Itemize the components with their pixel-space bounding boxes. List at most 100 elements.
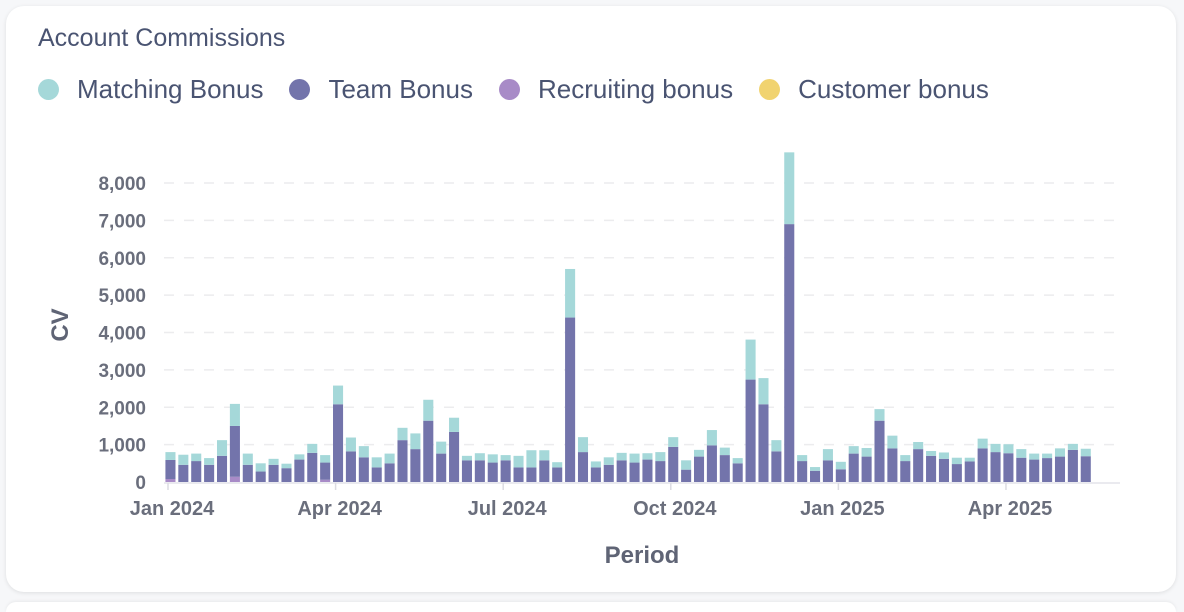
bar-matching-bonus[interactable] xyxy=(178,454,189,465)
bar-team-bonus[interactable] xyxy=(281,468,292,482)
legend-item-matching-bonus[interactable]: Matching Bonus xyxy=(38,74,263,105)
bar-team-bonus[interactable] xyxy=(681,469,692,482)
bar-matching-bonus[interactable] xyxy=(926,450,937,456)
bar-matching-bonus[interactable] xyxy=(810,467,821,471)
bar-matching-bonus[interactable] xyxy=(1003,444,1014,454)
bar-team-bonus[interactable] xyxy=(706,445,717,482)
bar-matching-bonus[interactable] xyxy=(977,438,988,449)
bar-matching-bonus[interactable] xyxy=(165,452,176,460)
bar-team-bonus[interactable] xyxy=(1003,453,1014,482)
bar-matching-bonus[interactable] xyxy=(913,442,924,450)
bar-team-bonus[interactable] xyxy=(835,469,846,482)
bar-team-bonus[interactable] xyxy=(320,462,331,480)
bar-matching-bonus[interactable] xyxy=(526,450,537,468)
bar-team-bonus[interactable] xyxy=(268,464,279,482)
bar-team-bonus[interactable] xyxy=(732,463,743,482)
bar-matching-bonus[interactable] xyxy=(771,440,782,452)
bar-team-bonus[interactable] xyxy=(693,456,705,482)
bar-matching-bonus[interactable] xyxy=(1042,453,1053,459)
bar-matching-bonus[interactable] xyxy=(1067,443,1078,450)
bar-matching-bonus[interactable] xyxy=(848,446,859,454)
bar-matching-bonus[interactable] xyxy=(603,457,614,465)
bar-matching-bonus[interactable] xyxy=(784,152,795,225)
bar-team-bonus[interactable] xyxy=(913,449,924,482)
bar-matching-bonus[interactable] xyxy=(229,403,240,426)
bar-team-bonus[interactable] xyxy=(616,460,627,482)
bar-team-bonus[interactable] xyxy=(655,461,666,482)
bar-team-bonus[interactable] xyxy=(539,460,550,482)
bar-team-bonus[interactable] xyxy=(513,467,524,482)
bar-team-bonus[interactable] xyxy=(333,404,344,482)
bar-team-bonus[interactable] xyxy=(552,467,563,482)
legend-item-recruiting-bonus[interactable]: Recruiting bonus xyxy=(498,74,733,105)
bar-matching-bonus[interactable] xyxy=(900,455,911,462)
bar-team-bonus[interactable] xyxy=(204,464,215,482)
bar-matching-bonus[interactable] xyxy=(281,463,292,469)
bar-team-bonus[interactable] xyxy=(371,467,382,482)
bar-team-bonus[interactable] xyxy=(191,461,202,482)
bar-recruiting-bonus[interactable] xyxy=(229,476,240,482)
bar-matching-bonus[interactable] xyxy=(951,457,962,465)
bar-team-bonus[interactable] xyxy=(1067,449,1078,482)
bar-recruiting-bonus[interactable] xyxy=(165,479,176,482)
bar-matching-bonus[interactable] xyxy=(964,457,975,462)
bar-matching-bonus[interactable] xyxy=(423,399,434,421)
bar-matching-bonus[interactable] xyxy=(436,441,447,454)
bar-matching-bonus[interactable] xyxy=(835,461,846,470)
bar-matching-bonus[interactable] xyxy=(500,455,511,461)
bar-team-bonus[interactable] xyxy=(500,460,511,482)
bar-matching-bonus[interactable] xyxy=(371,457,382,468)
bar-matching-bonus[interactable] xyxy=(268,458,279,465)
legend-item-team-bonus[interactable]: Team Bonus xyxy=(289,74,473,105)
bar-matching-bonus[interactable] xyxy=(861,447,872,457)
bar-matching-bonus[interactable] xyxy=(681,460,692,470)
bar-team-bonus[interactable] xyxy=(255,471,266,482)
bar-team-bonus[interactable] xyxy=(1054,456,1066,482)
bar-team-bonus[interactable] xyxy=(926,455,937,482)
bar-team-bonus[interactable] xyxy=(242,464,253,482)
bar-matching-bonus[interactable] xyxy=(655,452,666,462)
bar-team-bonus[interactable] xyxy=(307,452,318,482)
bar-matching-bonus[interactable] xyxy=(887,435,898,449)
bar-matching-bonus[interactable] xyxy=(320,455,331,463)
bar-matching-bonus[interactable] xyxy=(577,437,589,453)
bar-team-bonus[interactable] xyxy=(526,467,537,482)
bar-team-bonus[interactable] xyxy=(1080,456,1091,482)
bar-team-bonus[interactable] xyxy=(410,449,421,482)
bar-team-bonus[interactable] xyxy=(423,420,434,482)
bar-team-bonus[interactable] xyxy=(951,464,962,482)
bar-team-bonus[interactable] xyxy=(603,464,614,482)
bar-team-bonus[interactable] xyxy=(1042,458,1053,482)
bar-matching-bonus[interactable] xyxy=(449,417,460,432)
bar-team-bonus[interactable] xyxy=(990,452,1001,482)
bar-matching-bonus[interactable] xyxy=(216,440,228,456)
bar-team-bonus[interactable] xyxy=(771,451,782,482)
bar-matching-bonus[interactable] xyxy=(732,458,743,464)
bar-team-bonus[interactable] xyxy=(848,453,859,482)
bar-team-bonus[interactable] xyxy=(822,460,833,482)
bar-team-bonus[interactable] xyxy=(345,451,356,482)
bar-matching-bonus[interactable] xyxy=(294,454,305,460)
bar-matching-bonus[interactable] xyxy=(358,446,369,458)
bar-team-bonus[interactable] xyxy=(810,470,821,482)
bar-matching-bonus[interactable] xyxy=(590,461,601,468)
bar-team-bonus[interactable] xyxy=(178,464,189,482)
bar-matching-bonus[interactable] xyxy=(616,452,627,461)
bar-team-bonus[interactable] xyxy=(745,379,756,482)
bar-team-bonus[interactable] xyxy=(668,446,679,482)
bar-team-bonus[interactable] xyxy=(565,317,576,482)
bar-team-bonus[interactable] xyxy=(229,425,240,477)
bar-team-bonus[interactable] xyxy=(474,460,485,482)
bar-matching-bonus[interactable] xyxy=(693,449,705,457)
bar-matching-bonus[interactable] xyxy=(745,339,756,380)
bar-team-bonus[interactable] xyxy=(861,456,872,482)
bar-matching-bonus[interactable] xyxy=(642,453,653,460)
bar-team-bonus[interactable] xyxy=(874,420,885,482)
bar-matching-bonus[interactable] xyxy=(513,455,524,468)
bar-matching-bonus[interactable] xyxy=(345,437,356,452)
bar-team-bonus[interactable] xyxy=(436,453,447,482)
bar-team-bonus[interactable] xyxy=(964,461,975,482)
bar-team-bonus[interactable] xyxy=(797,461,808,482)
bar-matching-bonus[interactable] xyxy=(333,385,344,405)
bar-team-bonus[interactable] xyxy=(397,440,408,482)
